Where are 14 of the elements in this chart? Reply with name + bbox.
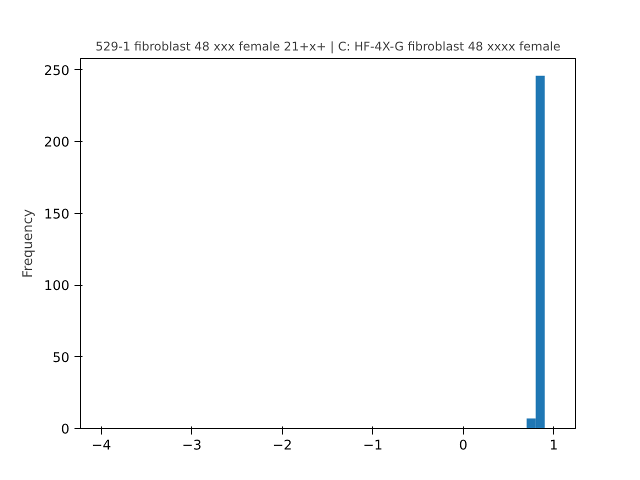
chart-title: 529-1 fibroblast 48 xxx female 21+x+ | C: HF-4X-G fibroblast 48 xxxx female: [95, 40, 561, 54]
y-tick-label: 200: [44, 136, 70, 151]
x-tick-label: −1: [362, 438, 383, 454]
y-tick-label: 100: [44, 279, 70, 294]
x-tick-label: −3: [182, 438, 202, 454]
y-tick-label: 50: [52, 350, 70, 366]
x-tick-label: −4: [91, 438, 112, 454]
x-tick-label: 1: [550, 438, 558, 454]
x-tick-label: 0: [459, 438, 468, 454]
y-tick-label: 0: [61, 422, 70, 438]
y-tick-label: 150: [44, 207, 70, 222]
y-tick-label: 250: [44, 64, 70, 79]
y-axis-title: Frequency: [21, 208, 36, 278]
x-tick-label: −2: [272, 438, 292, 454]
